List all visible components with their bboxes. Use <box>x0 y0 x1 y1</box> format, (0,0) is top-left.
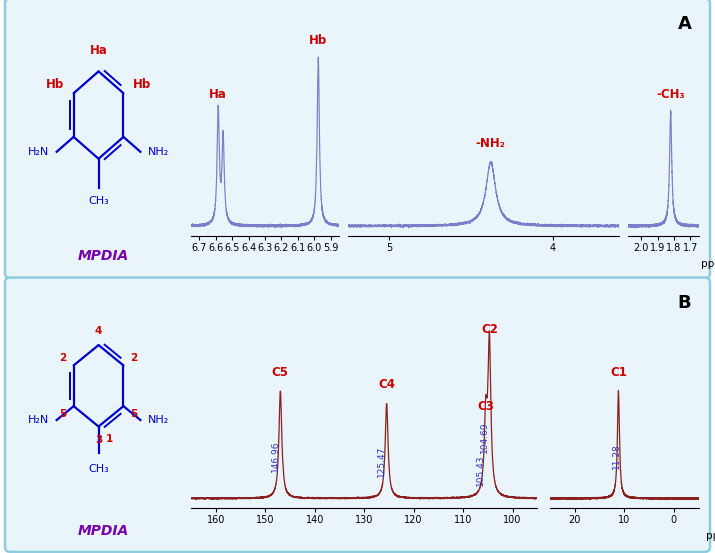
Text: -CH₃: -CH₃ <box>656 88 685 101</box>
Text: C4: C4 <box>378 378 395 391</box>
Text: CH₃: CH₃ <box>88 196 109 206</box>
Text: Hb: Hb <box>46 78 64 91</box>
Text: 2: 2 <box>59 353 66 363</box>
Text: Hb: Hb <box>132 78 151 91</box>
Text: 3: 3 <box>95 435 102 445</box>
Text: MPDIA: MPDIA <box>78 249 129 263</box>
Text: 2: 2 <box>130 353 137 363</box>
Text: 5: 5 <box>130 409 137 419</box>
Text: 11.28: 11.28 <box>612 444 621 469</box>
Text: 146.96: 146.96 <box>271 441 280 472</box>
Text: NH₂: NH₂ <box>147 147 169 157</box>
Text: C3: C3 <box>478 400 494 413</box>
Text: C5: C5 <box>272 366 289 379</box>
Text: A: A <box>678 15 691 33</box>
Text: -NH₂: -NH₂ <box>476 137 506 150</box>
Text: C1: C1 <box>610 366 627 379</box>
Text: CH₃: CH₃ <box>88 463 109 473</box>
Text: Ha: Ha <box>89 44 107 58</box>
Text: MPDIA: MPDIA <box>78 524 129 538</box>
Text: 125.47: 125.47 <box>377 446 386 477</box>
Text: 104.69: 104.69 <box>480 421 489 453</box>
Text: H₂N: H₂N <box>28 415 49 425</box>
Text: ppm: ppm <box>701 259 715 269</box>
Text: C2: C2 <box>481 323 498 336</box>
Text: H₂N: H₂N <box>28 147 49 157</box>
Text: 105.43: 105.43 <box>476 455 485 486</box>
Text: B: B <box>678 294 691 312</box>
Text: 1: 1 <box>106 434 113 444</box>
Text: ppm: ppm <box>706 531 715 541</box>
Text: Ha: Ha <box>209 88 227 101</box>
Text: Hb: Hb <box>309 34 327 48</box>
Text: 5: 5 <box>59 409 66 419</box>
Text: NH₂: NH₂ <box>147 415 169 425</box>
Text: 4: 4 <box>95 326 102 336</box>
